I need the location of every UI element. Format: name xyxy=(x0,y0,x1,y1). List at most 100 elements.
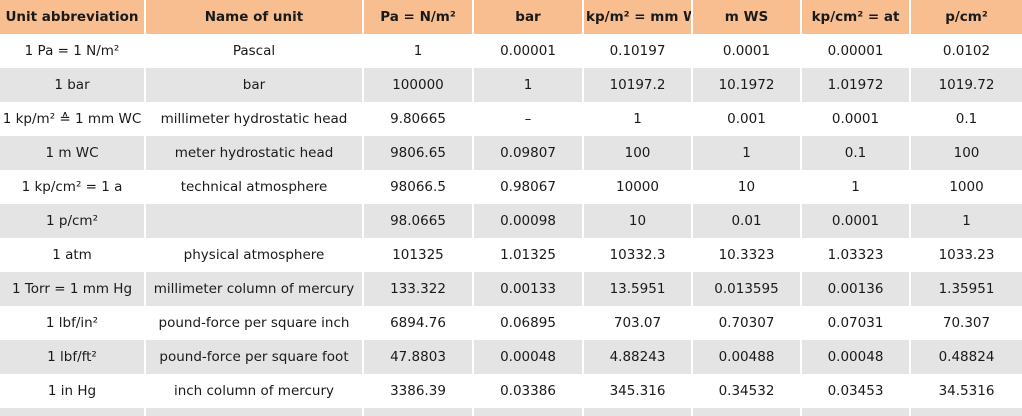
cell-kp-per-m2: 10197.2 xyxy=(584,68,693,102)
col-p-per-cm2: p/cm² xyxy=(911,0,1022,34)
table-row: 1 kp/cm² = 1 a technical atmosphere 98066.… xyxy=(0,170,1022,204)
cell-kp-per-cm2: 0.03453 xyxy=(802,374,911,408)
cell-bar: 0.00001 xyxy=(474,34,584,68)
cell-unit-abbreviation: 1 kp/m² ≙ 1 mm WC xyxy=(0,102,146,136)
cell-p-per-cm2: 1 xyxy=(911,204,1022,238)
cell-unit-abbreviation: 1 Torr = 1 mm Hg xyxy=(0,272,146,306)
cell-unit-abbreviation: 1 in Hg xyxy=(0,374,146,408)
cell-p-per-cm2: 1033.23 xyxy=(911,238,1022,272)
cell-name-of-unit: inch column of mercury xyxy=(146,374,364,408)
cell-kp-per-cm2: 0.00136 xyxy=(802,272,911,306)
cell-p-per-cm2: 1019.72 xyxy=(911,68,1022,102)
cell-bar: 0.03386 xyxy=(474,374,584,408)
cell-pa: 9806.65 xyxy=(364,136,474,170)
cell-unit-abbreviation: 1 bar xyxy=(0,68,146,102)
cell-kp-per-cm2: 1.01972 xyxy=(802,68,911,102)
cell-p-per-cm2: 1.35951 xyxy=(911,272,1022,306)
table-row: 1 Pa = 1 N/m² Pascal 1 0.00001 0.10197 0.0001… xyxy=(0,34,1022,68)
cell-empty xyxy=(584,408,693,416)
cell-kp-per-m2: 13.5951 xyxy=(584,272,693,306)
cell-kp-per-m2: 0.10197 xyxy=(584,34,693,68)
cell-unit-abbreviation: 1 p/cm² xyxy=(0,204,146,238)
cell-kp-per-m2: 10000 xyxy=(584,170,693,204)
cell-kp-per-m2: 10332.3 xyxy=(584,238,693,272)
cell-empty xyxy=(146,408,364,416)
table-row: 1 m WC meter hydrostatic head 9806.65 0.098… xyxy=(0,136,1022,170)
cell-unit-abbreviation: 1 lbf/in² xyxy=(0,306,146,340)
col-kp-per-cm2: kp/cm² = at xyxy=(802,0,911,34)
cell-m-ws: 10 xyxy=(693,170,802,204)
cell-name-of-unit: millimeter hydrostatic head xyxy=(146,102,364,136)
table-row-cutoff xyxy=(0,408,1022,416)
cell-m-ws: 0.70307 xyxy=(693,306,802,340)
cell-pa: 3386.39 xyxy=(364,374,474,408)
table-row: 1 lbf/in² pound-force per square inch 6894… xyxy=(0,306,1022,340)
cell-pa: 1 xyxy=(364,34,474,68)
cell-name-of-unit: Pascal xyxy=(146,34,364,68)
cell-bar: 0.98067 xyxy=(474,170,584,204)
cell-empty xyxy=(911,408,1022,416)
table-row: 1 p/cm² 98.0665 0.00098 10 0.01 0.0001 1 xyxy=(0,204,1022,238)
cell-bar: – xyxy=(474,102,584,136)
cell-kp-per-m2: 703.07 xyxy=(584,306,693,340)
cell-kp-per-cm2: 0.0001 xyxy=(802,102,911,136)
col-m-ws: m WS xyxy=(693,0,802,34)
col-bar: bar xyxy=(474,0,584,34)
cell-m-ws: 1 xyxy=(693,136,802,170)
cell-bar: 0.00048 xyxy=(474,340,584,374)
cell-name-of-unit xyxy=(146,204,364,238)
cell-p-per-cm2: 0.48824 xyxy=(911,340,1022,374)
col-pa: Pa = N/m² xyxy=(364,0,474,34)
cell-pa: 98.0665 xyxy=(364,204,474,238)
cell-bar: 1.01325 xyxy=(474,238,584,272)
col-unit-abbreviation: Unit abbreviation xyxy=(0,0,146,34)
table-body: 1 Pa = 1 N/m² Pascal 1 0.00001 0.10197 0.0001… xyxy=(0,34,1022,416)
cell-bar: 0.09807 xyxy=(474,136,584,170)
cell-pa: 47.8803 xyxy=(364,340,474,374)
header-row: Unit abbreviation Name of unit Pa = N/m²… xyxy=(0,0,1022,34)
cell-p-per-cm2: 100 xyxy=(911,136,1022,170)
cell-p-per-cm2: 1000 xyxy=(911,170,1022,204)
cell-unit-abbreviation: 1 Pa = 1 N/m² xyxy=(0,34,146,68)
cell-kp-per-cm2: 0.1 xyxy=(802,136,911,170)
cell-bar: 0.00098 xyxy=(474,204,584,238)
cell-kp-per-cm2: 0.00001 xyxy=(802,34,911,68)
table-header: Unit abbreviation Name of unit Pa = N/m²… xyxy=(0,0,1022,34)
cell-empty xyxy=(364,408,474,416)
cell-pa: 100000 xyxy=(364,68,474,102)
table-row: 1 in Hg inch column of mercury 3386.39 0.03… xyxy=(0,374,1022,408)
col-name-of-unit: Name of unit xyxy=(146,0,364,34)
cell-kp-per-cm2: 0.00048 xyxy=(802,340,911,374)
cell-pa: 101325 xyxy=(364,238,474,272)
cell-empty xyxy=(474,408,584,416)
cell-m-ws: 0.001 xyxy=(693,102,802,136)
cell-name-of-unit: technical atmosphere xyxy=(146,170,364,204)
cell-pa: 6894.76 xyxy=(364,306,474,340)
cell-p-per-cm2: 0.0102 xyxy=(911,34,1022,68)
cell-empty xyxy=(0,408,146,416)
cell-kp-per-cm2: 0.07031 xyxy=(802,306,911,340)
cell-kp-per-m2: 345.316 xyxy=(584,374,693,408)
cell-m-ws: 0.013595 xyxy=(693,272,802,306)
cell-unit-abbreviation: 1 m WC xyxy=(0,136,146,170)
cell-name-of-unit: pound-force per square inch xyxy=(146,306,364,340)
cell-bar: 0.06895 xyxy=(474,306,584,340)
cell-m-ws: 10.1972 xyxy=(693,68,802,102)
cell-name-of-unit: pound-force per square foot xyxy=(146,340,364,374)
cell-p-per-cm2: 70.307 xyxy=(911,306,1022,340)
cell-unit-abbreviation: 1 lbf/ft² xyxy=(0,340,146,374)
cell-m-ws: 0.34532 xyxy=(693,374,802,408)
table-row: 1 Torr = 1 mm Hg millimeter column of mer… xyxy=(0,272,1022,306)
cell-kp-per-m2: 10 xyxy=(584,204,693,238)
cell-bar: 0.00133 xyxy=(474,272,584,306)
cell-kp-per-cm2: 0.0001 xyxy=(802,204,911,238)
cell-m-ws: 0.00488 xyxy=(693,340,802,374)
cell-pa: 9.80665 xyxy=(364,102,474,136)
cell-kp-per-cm2: 1 xyxy=(802,170,911,204)
cell-bar: 1 xyxy=(474,68,584,102)
cell-name-of-unit: millimeter column of mercury xyxy=(146,272,364,306)
cell-name-of-unit: physical atmosphere xyxy=(146,238,364,272)
cell-m-ws: 0.0001 xyxy=(693,34,802,68)
cell-kp-per-m2: 4.88243 xyxy=(584,340,693,374)
